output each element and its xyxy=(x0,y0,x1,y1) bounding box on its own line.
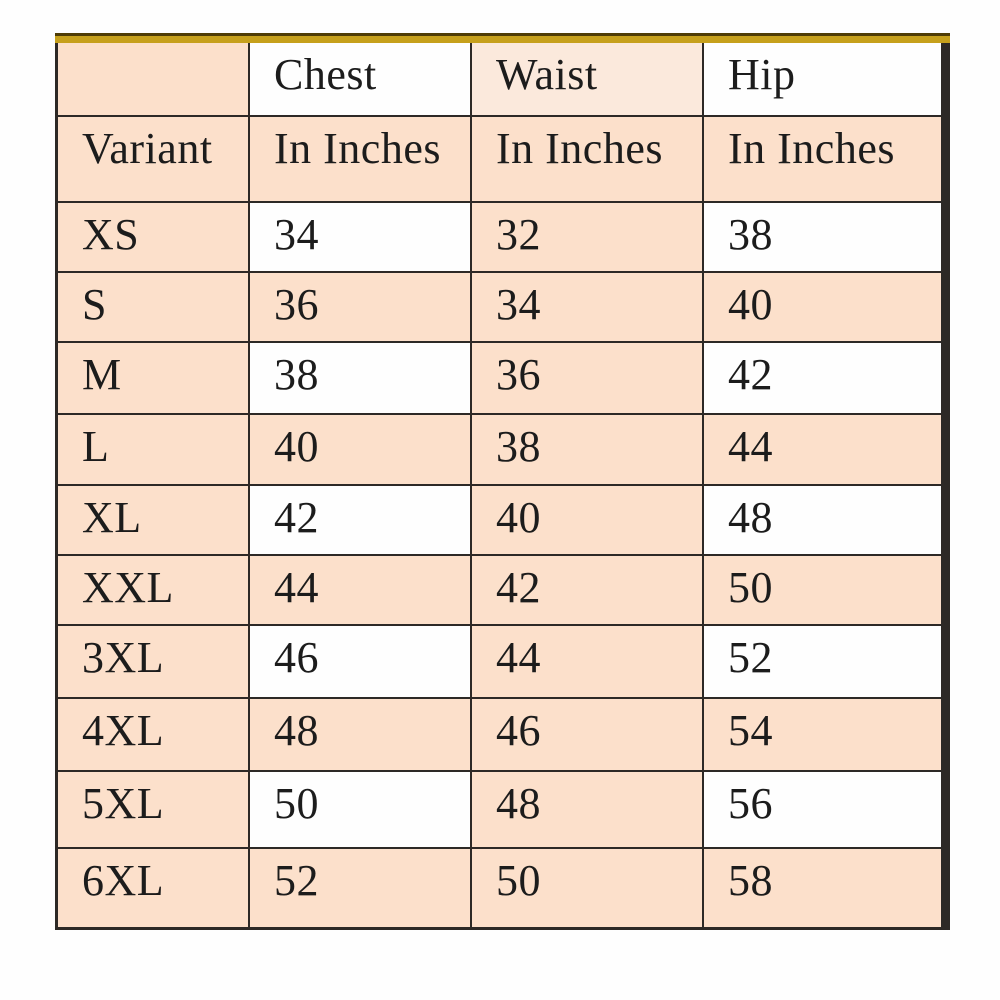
cell-row-6xl-hip: 58 xyxy=(704,849,941,927)
size-chart: Chest Waist Hip Variant In Inches In Inches In… xyxy=(55,33,950,930)
cell-row-6xl-waist: 50 xyxy=(472,849,702,927)
cell-row-3xl-waist: 44 xyxy=(472,626,702,697)
cell-row-5xl-waist: 48 xyxy=(472,772,702,847)
cell-row-s-waist: 34 xyxy=(472,273,702,341)
cell-row-4xl-chest: 48 xyxy=(250,699,470,770)
cell-row-4xl-waist: 46 xyxy=(472,699,702,770)
cell-header1-waist: Waist xyxy=(472,43,702,115)
size-chart-table: Chest Waist Hip Variant In Inches In Inches In… xyxy=(55,43,950,930)
cell-row-5xl-hip: 56 xyxy=(704,772,941,847)
cell-row-m-hip: 42 xyxy=(704,343,941,413)
cell-row-xl-hip: 48 xyxy=(704,486,941,554)
cell-row-6xl-chest: 52 xyxy=(250,849,470,927)
cell-row-xs-waist: 32 xyxy=(472,203,702,271)
cell-row-s-variant: S xyxy=(58,273,248,341)
cell-header2-chest: In Inches xyxy=(250,117,470,201)
cell-row-xxl-chest: 44 xyxy=(250,556,470,624)
cell-header2-hip: In Inches xyxy=(704,117,941,201)
cell-row-xs-variant: XS xyxy=(58,203,248,271)
cell-header2-variant: Variant xyxy=(58,117,248,201)
cell-row-xxl-waist: 42 xyxy=(472,556,702,624)
gold-top-accent-bar xyxy=(55,33,950,43)
cell-row-5xl-chest: 50 xyxy=(250,772,470,847)
cell-row-3xl-variant: 3XL xyxy=(58,626,248,697)
cell-row-5xl-variant: 5XL xyxy=(58,772,248,847)
cell-row-xl-chest: 42 xyxy=(250,486,470,554)
cell-row-m-variant: M xyxy=(58,343,248,413)
cell-header1-chest: Chest xyxy=(250,43,470,115)
cell-row-xxl-variant: XXL xyxy=(58,556,248,624)
cell-row-l-variant: L xyxy=(58,415,248,484)
cell-row-s-chest: 36 xyxy=(250,273,470,341)
cell-header1-hip: Hip xyxy=(704,43,941,115)
cell-row-xs-hip: 38 xyxy=(704,203,941,271)
cell-row-6xl-variant: 6XL xyxy=(58,849,248,927)
cell-row-xl-waist: 40 xyxy=(472,486,702,554)
cell-row-xxl-hip: 50 xyxy=(704,556,941,624)
cell-header1-variant xyxy=(58,43,248,115)
cell-header2-waist: In Inches xyxy=(472,117,702,201)
cell-row-l-waist: 38 xyxy=(472,415,702,484)
cell-row-m-waist: 36 xyxy=(472,343,702,413)
cell-row-4xl-variant: 4XL xyxy=(58,699,248,770)
cell-row-3xl-hip: 52 xyxy=(704,626,941,697)
cell-row-xs-chest: 34 xyxy=(250,203,470,271)
cell-row-xl-variant: XL xyxy=(58,486,248,554)
cell-row-l-hip: 44 xyxy=(704,415,941,484)
cell-row-m-chest: 38 xyxy=(250,343,470,413)
cell-row-3xl-chest: 46 xyxy=(250,626,470,697)
cell-row-4xl-hip: 54 xyxy=(704,699,941,770)
cell-row-s-hip: 40 xyxy=(704,273,941,341)
cell-row-l-chest: 40 xyxy=(250,415,470,484)
